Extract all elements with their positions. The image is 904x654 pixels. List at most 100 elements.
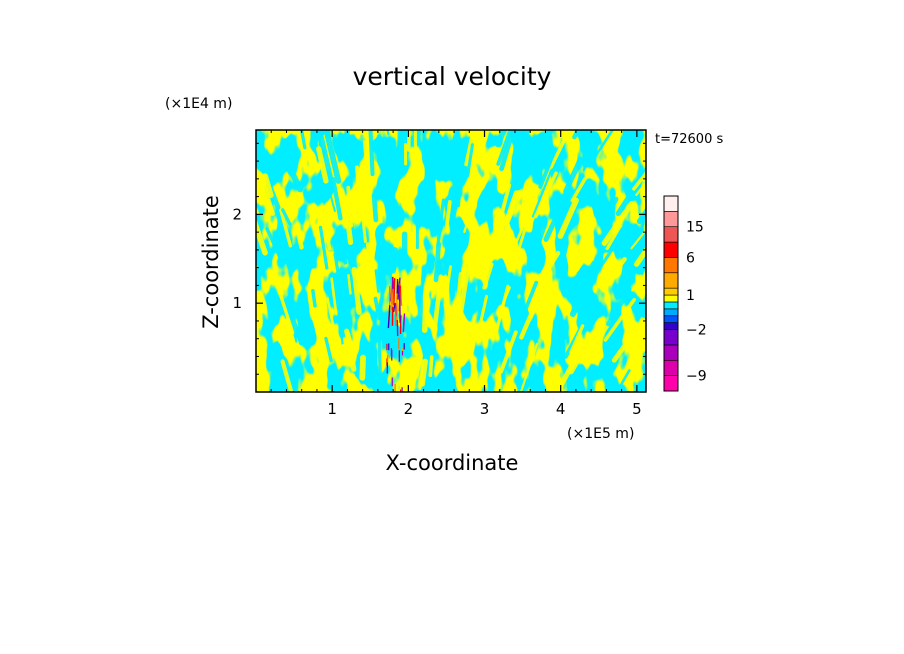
x-unit-label: (×1E5 m) [567, 426, 634, 442]
field-streak [290, 171, 304, 193]
field-streak [531, 168, 553, 218]
field-streak [457, 182, 462, 208]
field-streak [436, 198, 446, 248]
field-streak [324, 176, 336, 213]
field-streak [446, 130, 460, 171]
x-tick-label: 2 [404, 400, 414, 418]
field-streak [456, 272, 463, 302]
field-streak [441, 243, 450, 276]
y-tick-label: 2 [232, 205, 242, 223]
field-streak [265, 227, 283, 261]
field-streak [256, 165, 268, 201]
field-streak [598, 196, 619, 228]
y-axis: 12 [232, 142, 646, 375]
field-streak [457, 266, 470, 318]
x-tick-label: 1 [327, 400, 337, 418]
field-streak [521, 130, 531, 144]
colorbar-box [663, 308, 679, 317]
field-streak [611, 324, 641, 363]
field-streak [433, 241, 442, 283]
field-streak [418, 359, 425, 391]
field-streak [464, 130, 476, 167]
field-streak [262, 173, 274, 199]
field-streak [568, 344, 588, 375]
colorbar-label: 6 [686, 250, 695, 266]
field-streak [287, 308, 298, 343]
updraft-core-streak [387, 305, 391, 329]
chart-title: vertical velocity [353, 62, 552, 91]
field-streak [570, 177, 587, 203]
field-streak [463, 203, 474, 234]
x-axis-label: X-coordinate [386, 451, 519, 475]
field-streak [617, 369, 631, 390]
field-streak [569, 324, 585, 355]
field-streak [280, 359, 293, 392]
field-streak [320, 209, 332, 251]
colorbar-box [663, 272, 679, 289]
field-streak [256, 263, 258, 269]
colorbar-box [663, 375, 679, 392]
field-streak [317, 132, 333, 180]
colorbar-box [663, 241, 679, 258]
field-streak [419, 358, 428, 387]
field-streak [632, 170, 646, 191]
field-streak [588, 319, 612, 355]
field-streak [538, 149, 557, 189]
field-streak [503, 190, 523, 226]
field-streak [522, 280, 539, 316]
field-streak [342, 198, 354, 245]
field-streak [330, 277, 338, 316]
field-streak [520, 342, 539, 392]
field-streak [278, 291, 295, 335]
field-streak [641, 173, 646, 183]
field-streak [477, 294, 489, 334]
field-streak [569, 282, 590, 317]
field-streak [345, 331, 357, 372]
field-streak [588, 255, 602, 281]
field-streak [606, 292, 629, 327]
field-streak [290, 316, 304, 346]
field-streak [499, 330, 518, 374]
field-streak [605, 224, 622, 251]
field-streak [347, 274, 352, 295]
field-streak [362, 140, 370, 175]
colorbar-box [663, 359, 679, 376]
colorbar-box [663, 211, 679, 228]
field-streak [572, 130, 581, 140]
field-streak [563, 157, 583, 194]
field-streak [496, 183, 512, 230]
field-streak [355, 165, 363, 217]
field-streak [346, 185, 353, 228]
colorbar-label: −2 [686, 323, 707, 339]
field-streak [324, 336, 333, 363]
field-streak [295, 225, 304, 250]
x-axis: 1 2 3 4 5 [270, 130, 642, 418]
field-streak [368, 130, 375, 177]
y-unit-label: (×1E4 m) [165, 96, 232, 112]
field-streak [351, 266, 362, 315]
field-streak [482, 262, 494, 290]
field-streak [390, 247, 398, 274]
colorbar-label: −9 [686, 369, 707, 385]
field-streak [582, 152, 595, 172]
field-streak [534, 224, 547, 247]
colorbar-box [663, 322, 679, 330]
field-streak [374, 269, 380, 293]
field-streak [380, 203, 384, 224]
colorbar: 15 6 1 −2 −9 [663, 195, 707, 392]
colorbar-box [663, 195, 679, 212]
x-tick-label: 5 [632, 400, 642, 418]
field-streak [564, 130, 569, 133]
field-streak [601, 200, 635, 246]
x-tick-label: 3 [480, 400, 490, 418]
field-streak [316, 146, 329, 184]
field-streaks [256, 130, 646, 392]
plot-area [256, 130, 646, 392]
field-streak [311, 288, 317, 308]
field-streak [521, 165, 532, 184]
field-streak [573, 248, 589, 273]
field-streak [385, 173, 391, 205]
field-streak [330, 176, 343, 221]
updraft-core-streak [402, 313, 406, 332]
plot-frame [255, 129, 647, 393]
